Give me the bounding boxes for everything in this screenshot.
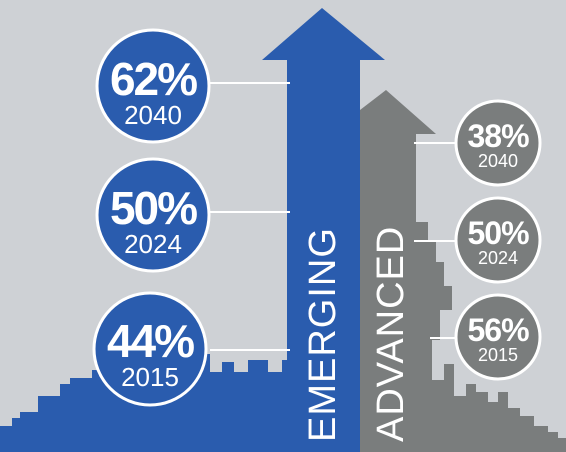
- stat-percent: 38%: [467, 118, 529, 154]
- stat-year: 2040: [124, 100, 182, 130]
- stat-year: 2015: [477, 345, 519, 365]
- emerging-stat-circle: [95, 28, 211, 144]
- advanced-skyline: [432, 364, 566, 452]
- emerging-stat-circle: [95, 157, 211, 273]
- stat-percent: 50%: [467, 215, 529, 251]
- stat-percent: 44%: [106, 315, 195, 367]
- advanced-stat-circle: [454, 293, 542, 381]
- stat-percent: 56%: [467, 312, 529, 348]
- emerging-stat-2024: 50% 2024: [97, 185, 209, 257]
- advanced-stat-circle: [454, 196, 542, 284]
- advanced-stat-2040: 38% 2040: [458, 120, 538, 170]
- stat-percent: 50%: [109, 182, 198, 234]
- advanced-label: ADVANCED: [370, 225, 412, 442]
- emerging-stat-2040: 62% 2040: [97, 56, 209, 128]
- stat-percent: 62%: [109, 53, 198, 105]
- stat-year: 2040: [477, 151, 519, 171]
- emerging-skyline-left: [0, 418, 20, 452]
- advanced-arrow: [360, 90, 452, 452]
- advanced-stat-2015: 56% 2015: [458, 314, 538, 364]
- stat-year: 2024: [477, 248, 519, 268]
- emerging-arrow: [262, 8, 385, 452]
- stat-year: 2024: [124, 229, 182, 259]
- emerging-stat-circle: [92, 291, 208, 407]
- stat-year: 2015: [121, 362, 179, 392]
- emerging-label: EMERGING: [302, 227, 344, 442]
- emerging-stat-2015: 44% 2015: [94, 318, 206, 390]
- advanced-stat-circle: [454, 99, 542, 187]
- advanced-stat-2024: 50% 2024: [458, 217, 538, 267]
